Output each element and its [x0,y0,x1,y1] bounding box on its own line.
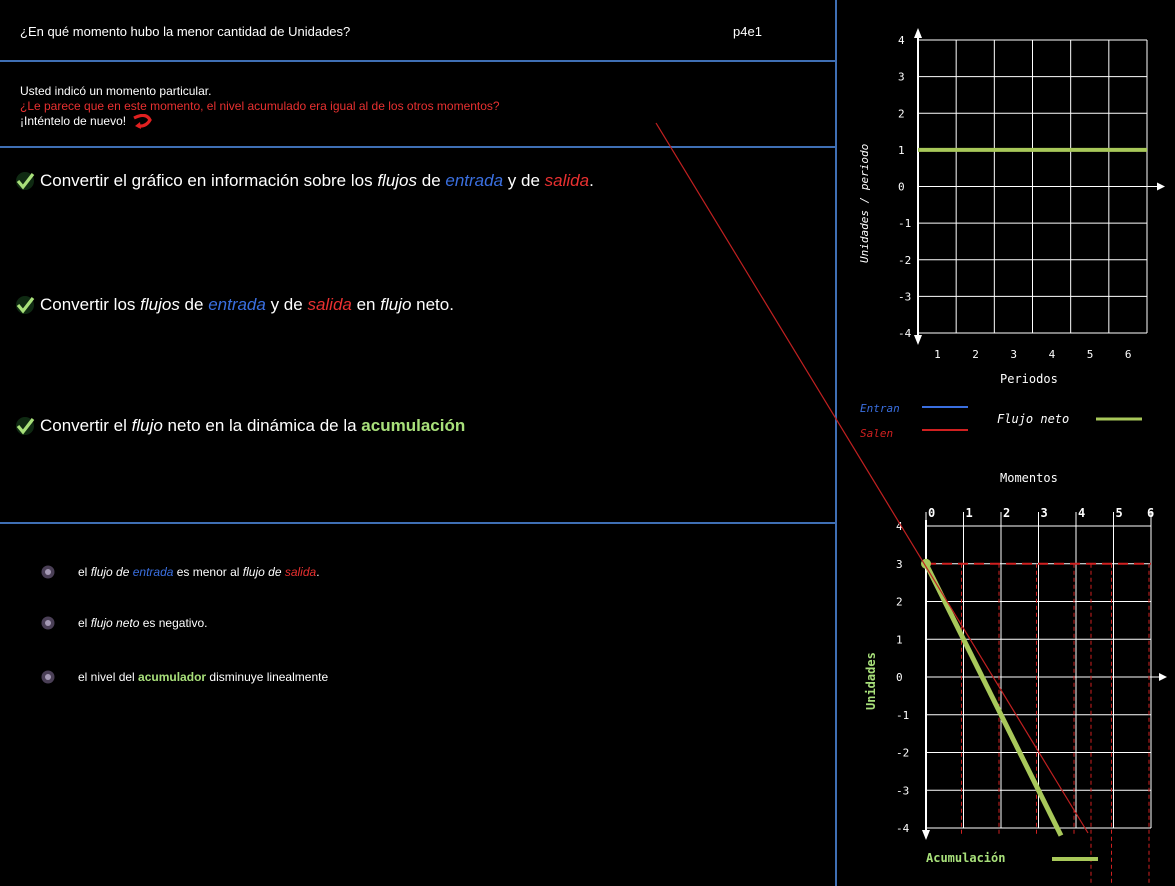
acumulacion-start-point[interactable] [921,558,931,569]
bottom-x-tick-label: 2 [1003,506,1010,520]
check-icon [16,417,35,435]
step-2-text: Convertir los flujos de entrada y de sal… [40,295,454,314]
observation-1-text: el flujo de entrada es menor al flujo de… [78,565,320,579]
steps-divider [0,522,835,524]
legend-entran: Entran [860,402,900,415]
bottom-chart-y-ticks: 4 3 2 1 0 -1 -2 -3 -4 [896,520,910,835]
step-2: Convertir los flujos de entrada y de sal… [14,294,454,316]
legend-salen: Salen [860,427,893,440]
feedback-line-3: ¡Inténtelo de nuevo! [20,114,500,130]
top-x-tick-label: 2 [972,348,979,361]
top-y-tick-label: -4 [898,327,912,340]
bottom-x-tick-label: 3 [1041,506,1048,520]
top-y-tick-label: -3 [898,290,911,303]
bottom-y-tick-label: -3 [896,784,909,797]
feedback-line-1: Usted indicó un momento particular. [20,84,212,98]
observation-3[interactable]: el nivel del acumulador disminuye lineal… [40,669,328,685]
check-icon [16,172,35,190]
bottom-y-tick-label: -2 [896,747,909,760]
bottom-x-tick-label: 5 [1116,506,1123,520]
step-1: Convertir el gráfico en información sobr… [14,170,594,192]
top-x-tick-label: 5 [1087,348,1094,361]
top-y-tick-label: -1 [898,217,911,230]
top-chart-y-ticks: 4 3 2 1 0 -1 -2 -3 -4 [898,34,912,340]
main-panel-divider [835,0,837,886]
pointer-line [655,122,1089,834]
top-y-axis-arrow [914,335,922,345]
feedback-divider [0,146,835,148]
bottom-x-axis-arrow [1159,673,1167,681]
top-chart-xlabel: Periodos [1000,372,1058,386]
top-chart-grid [914,28,1165,345]
observation-1[interactable]: el flujo de entrada es menor al flujo de… [40,564,320,580]
top-chart-x-ticks: 1 2 3 4 5 6 [934,348,1131,361]
question-divider [0,60,835,62]
top-y-tick-label: -2 [898,254,911,267]
feedback-panel: Usted indicó un momento particular. ¿Le … [20,84,500,130]
top-y-tick-label: 2 [898,107,905,120]
red-curved-arrow-icon[interactable] [132,114,154,130]
bottom-y-tick-label: -1 [896,709,909,722]
acumulacion-line [923,562,1064,837]
top-x-axis-arrow [1157,182,1165,191]
bullet-icon [41,565,55,579]
top-y-tick-label: 4 [898,34,905,47]
top-y-tick-label: 1 [898,144,905,157]
top-chart-ylabel: Unidades / periodo [858,144,871,263]
top-x-tick-label: 1 [934,348,941,361]
bottom-y-tick-label: -4 [896,822,910,835]
bottom-chart-series [921,558,1151,884]
bottom-chart-title: Momentos [1000,471,1058,485]
bottom-y-tick-label: 2 [896,596,903,609]
question-code: p4e1 [733,24,762,39]
observation-3-text: el nivel del acumulador disminuye lineal… [78,670,329,684]
bullet-icon [41,616,55,630]
step-1-text: Convertir el gráfico en información sobr… [40,171,594,190]
bottom-y-tick-label: 1 [896,633,903,646]
observation-2-text: el flujo neto es negativo. [78,616,208,630]
legend-flujo-neto: Flujo neto [997,412,1069,426]
bottom-x-tick-label: 0 [928,506,935,520]
bottom-x-tick-label: 4 [1078,506,1085,520]
question-text: ¿En qué momento hubo la menor cantidad d… [20,24,351,39]
bottom-chart-ylabel: Unidades [864,652,878,710]
step-3: Convertir el flujo neto en la dinámica d… [14,415,465,437]
bullet-icon [41,670,55,684]
top-x-tick-label: 6 [1125,348,1132,361]
bottom-chart-series-label: Acumulación [926,851,1005,865]
check-icon [16,296,35,314]
bottom-y-tick-label: 3 [896,558,903,571]
bottom-x-tick-label: 1 [966,506,973,520]
top-x-tick-label: 3 [1010,348,1017,361]
top-y-axis-arrow [914,28,922,38]
bottom-chart-x-ticks: 0123456 [928,506,1154,520]
observation-2[interactable]: el flujo neto es negativo. [40,615,207,631]
top-y-tick-label: 0 [898,181,905,194]
bottom-y-axis-arrow [922,830,930,840]
feedback-line-2: ¿Le parece que en este momento, el nivel… [20,99,500,113]
bottom-y-tick-label: 4 [896,520,903,533]
top-y-tick-label: 3 [898,71,905,84]
top-x-tick-label: 4 [1049,348,1056,361]
bottom-y-tick-label: 0 [896,671,903,684]
step-3-text: Convertir el flujo neto en la dinámica d… [40,416,466,435]
bottom-chart-grid [922,512,1167,840]
retry-text: ¡Inténtelo de nuevo! [20,114,127,129]
